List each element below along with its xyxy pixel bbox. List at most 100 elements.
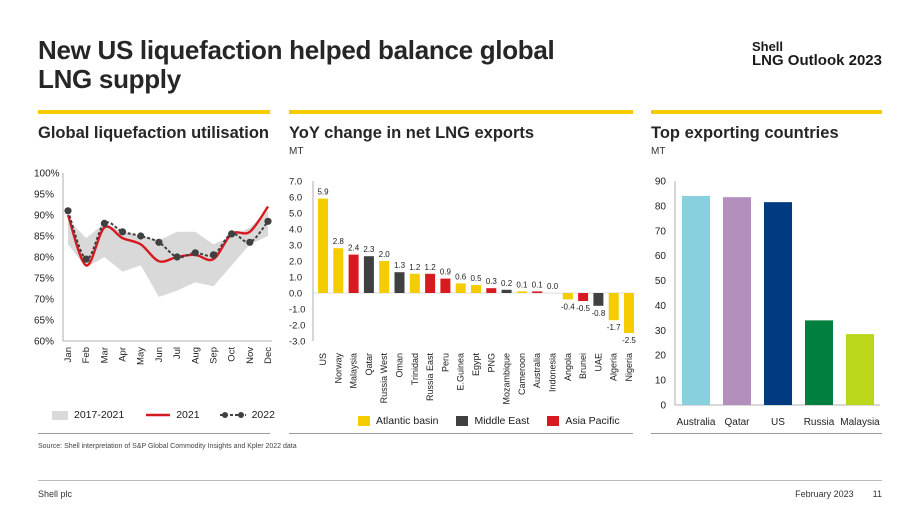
page-title: New US liquefaction helped balance globa… — [38, 35, 555, 94]
footer-date: February 2023 — [795, 489, 854, 499]
x-tick-label: Sep — [208, 347, 219, 364]
series-2022-point — [64, 207, 72, 215]
series-2022-point — [155, 238, 163, 246]
yoy-chart-unit: MT — [289, 146, 304, 157]
bar-algeria — [608, 293, 619, 321]
bar-value-label: 2.0 — [379, 250, 391, 259]
bar-uae — [593, 293, 604, 306]
x-tick-label: Mar — [99, 347, 110, 363]
y-tick-label: 10 — [655, 376, 667, 387]
bar-value-label: 0.6 — [455, 272, 467, 281]
brand-name: Shell — [751, 39, 784, 54]
utilisation-chart: 60% 65% 70% 75% 80% 85% 90% 95% 100% Jan Feb Mar Apr… — [34, 169, 274, 365]
x-tick-label: Qatar — [364, 353, 374, 376]
legend-atlantic-label: Atlantic basin — [376, 415, 439, 427]
bar-australia — [682, 195, 710, 405]
bar-value-label: 0.0 — [547, 282, 559, 291]
legend-2022-swatch — [219, 412, 246, 418]
x-tick-label: May — [136, 347, 147, 365]
x-tick-label: Nov — [245, 347, 256, 364]
x-tick-label: Russia East — [425, 353, 435, 402]
x-tick-label: Oman — [395, 353, 405, 378]
bar-png — [486, 288, 497, 293]
legend-2022-label: 2022 — [251, 409, 275, 421]
bar-value-label: 0.2 — [501, 279, 513, 288]
x-tick-label: UAE — [593, 353, 603, 372]
x-tick-label: US — [771, 417, 785, 428]
x-tick-label: Malaysia — [349, 353, 359, 389]
y-tick-label: 90 — [655, 177, 667, 188]
bar-malaysia — [348, 254, 359, 293]
bar-value-label: -0.5 — [576, 304, 590, 313]
bar-qatar — [363, 256, 374, 293]
x-tick-label: Trinidad — [410, 353, 420, 385]
bar-us — [318, 198, 328, 293]
bar-egypt — [471, 285, 481, 293]
footer-company: Shell plc — [38, 489, 73, 499]
y-tick-label: 85% — [34, 232, 54, 243]
yoy-exports-chart: 7.0 6.0 5.0 4.0 3.0 2.0 1.0 0.0 -1.0 -2.0 -3.0 5.9 U… — [289, 177, 636, 405]
bar-value-label: 2.3 — [363, 245, 375, 254]
bar-russia — [805, 320, 833, 405]
y-tick-label: 90% — [34, 211, 54, 222]
bar-value-label: 0.9 — [440, 268, 452, 277]
y-tick-label: 40 — [655, 301, 667, 312]
legend-range-label: 2017-2021 — [74, 409, 125, 421]
legend-middle-east-label: Middle East — [474, 415, 530, 427]
y-tick-label: 20 — [655, 351, 667, 362]
legend-asia-pacific-label: Asia Pacific — [565, 415, 620, 427]
y-tick-label: -2.0 — [289, 321, 305, 332]
y-tick-label: 60% — [34, 337, 54, 348]
bar-russia-west — [379, 261, 390, 293]
top-exporters-chart: 90 80 70 60 50 40 30 20 10 0 Australia Qatar US Russi… — [655, 177, 880, 429]
y-tick-label: 0.0 — [289, 289, 302, 300]
bar-us — [764, 202, 792, 405]
legend-2021-label: 2021 — [176, 409, 200, 421]
legend-middle-east-swatch — [456, 416, 469, 426]
yoy-legend: Atlantic basin Middle East Asia Pacific — [358, 415, 620, 427]
x-tick-label: Jan — [63, 347, 74, 362]
y-tick-label: 75% — [34, 274, 54, 285]
y-tick-label: 0 — [660, 401, 666, 412]
x-tick-label: PNG — [486, 353, 496, 373]
x-tick-label: Cameroon — [517, 353, 527, 395]
bar-value-label: -0.4 — [561, 302, 575, 311]
x-tick-label: Jun — [154, 347, 165, 362]
brand-logo: Shell LNG Outlook 2023 — [752, 40, 882, 68]
panel2-accent-bar — [289, 110, 633, 114]
panel1-bottom-rule — [38, 433, 270, 434]
series-2022-point — [173, 253, 181, 261]
y-tick-label: 65% — [34, 316, 54, 327]
range-band-2017-2021 — [68, 210, 268, 297]
panel1-accent-bar — [38, 110, 270, 114]
legend-asia-pacific-swatch — [547, 416, 560, 426]
bar-malaysia — [846, 334, 874, 405]
source-note: Source: Shell interpretation of S&P Glob… — [38, 443, 297, 450]
bar-value-label: 1.2 — [425, 263, 437, 272]
bar-value-label: -1.7 — [607, 323, 621, 332]
x-tick-label: US — [318, 353, 328, 366]
y-tick-label: 95% — [34, 190, 54, 201]
series-2022-point — [100, 219, 108, 227]
legend-2021-swatch — [146, 413, 171, 417]
y-tick-label: -1.0 — [289, 305, 305, 316]
top-exporters-chart-unit: MT — [651, 146, 666, 157]
x-tick-label: Australia — [532, 353, 542, 388]
x-tick-label: Norway — [333, 353, 343, 384]
bar-value-label: 0.1 — [532, 280, 544, 289]
bar-value-label: 0.3 — [486, 277, 498, 286]
series-2022-point — [82, 255, 90, 263]
series-2022-point — [228, 230, 236, 238]
x-tick-label: Russia — [804, 417, 835, 428]
bar-value-label: -2.5 — [622, 336, 636, 345]
x-tick-label: Jul — [172, 347, 183, 359]
bar-australia — [532, 291, 543, 293]
series-2022-point — [246, 238, 254, 246]
bar-cameroon — [516, 291, 527, 293]
bar-value-label: 2.4 — [348, 244, 360, 253]
x-tick-label: Indonesia — [548, 353, 558, 392]
legend-atlantic-swatch — [358, 416, 370, 426]
x-tick-label: Oct — [227, 347, 238, 362]
y-tick-label: 6.0 — [289, 193, 302, 204]
x-tick-label: Dec — [263, 347, 274, 364]
